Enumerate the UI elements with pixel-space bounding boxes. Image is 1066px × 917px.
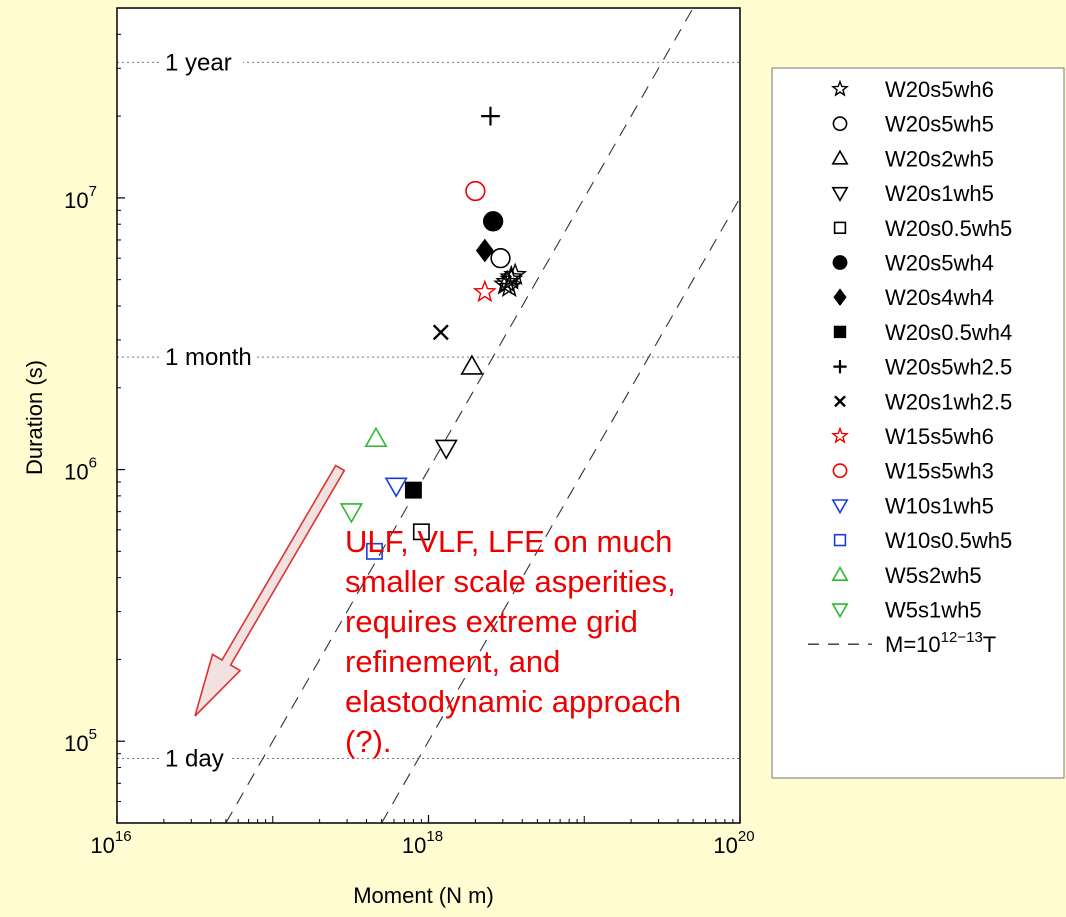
legend-label: W5s2wh5 [885, 563, 982, 588]
annotation-line: requires extreme grid [345, 604, 638, 639]
legend-label: W20s4wh4 [885, 285, 994, 310]
legend-marker [834, 395, 846, 408]
legend-marker [831, 426, 849, 444]
point-w15s5wh3 [465, 180, 486, 202]
legend-label: W15s5wh3 [885, 459, 994, 484]
legend-marker [831, 186, 849, 202]
legend-marker [831, 603, 849, 619]
reference-label-bg [162, 344, 256, 371]
legend-label: W20s5wh4 [885, 251, 994, 276]
legend-marker [833, 325, 847, 339]
legend-label: M=1012−13T [885, 629, 996, 657]
legend-marker [833, 221, 847, 234]
reference-label: 1 year [165, 49, 232, 76]
legend-marker [833, 533, 847, 547]
x-axis-label: Moment (N m) [353, 883, 494, 908]
y-tick-label: 107 [64, 183, 97, 213]
arrow-shape [194, 464, 346, 717]
legend-label: W20s5wh6 [885, 77, 994, 102]
point-w20s2wh5 [460, 354, 484, 375]
legend-label: W20s1wh2.5 [885, 389, 1012, 414]
annotation-line: refinement, and [345, 644, 561, 679]
point-w20s4wh4 [475, 238, 494, 263]
annotation-line: elastodynamic approach [345, 684, 682, 719]
y-tick-label: 105 [64, 726, 97, 756]
scaling-line [225, 8, 694, 823]
y-axis-label: Duration (s) [22, 360, 47, 475]
legend-marker [832, 463, 848, 479]
legend-label: W20s5wh2.5 [885, 355, 1012, 380]
legend-marker [833, 288, 847, 306]
legend-label: W20s5wh5 [885, 112, 994, 137]
legend-label: W20s2wh5 [885, 146, 994, 171]
legend-label: W5s1wh5 [885, 598, 982, 623]
point-w20s5wh2-5 [481, 106, 500, 126]
point-w10s1wh5 [384, 477, 408, 498]
legend-label: W10s0.5wh5 [885, 528, 1012, 553]
reference-label-bg [162, 745, 231, 772]
x-tick-label: 1020 [713, 828, 754, 858]
reference-label-bg [162, 49, 243, 76]
point-w20s5wh6 [495, 269, 520, 293]
legend-marker [832, 255, 848, 270]
legend-marker [831, 565, 849, 582]
reference-lines: 1 year 1 month 1 day [117, 49, 740, 772]
legend-marker [832, 116, 848, 132]
x-tick-label: 1016 [90, 828, 131, 858]
annotation-line: smaller scale asperities, [345, 564, 676, 599]
legend-label: W20s1wh5 [885, 181, 994, 206]
legend: W20s5wh6 W20s5wh5 W20s2wh5 W20s1wh5 W20s0.5w… [771, 67, 1065, 779]
point-w20s1wh2-5 [432, 324, 449, 341]
legend-marker [831, 499, 849, 515]
legend-box [771, 67, 1065, 779]
scaling-lines [225, 8, 740, 823]
legend-label: W15s5wh6 [885, 424, 994, 449]
legend-marker [831, 149, 849, 165]
annotation-line: ULF, VLF, LFE on much [345, 524, 673, 559]
reference-label: 1 month [165, 344, 252, 371]
point-w5s1wh5 [339, 503, 364, 524]
legend-label: W10s1wh5 [885, 493, 994, 518]
point-w10s0-5wh5 [366, 542, 383, 560]
data-points [339, 106, 528, 560]
y-tick-label: 106 [64, 455, 97, 485]
legend-marker [831, 79, 849, 97]
point-w20s0-5wh4 [404, 481, 422, 499]
point-w15s5wh6 [472, 279, 497, 303]
point-w20s5wh4 [482, 211, 504, 232]
point-w20s1wh5 [434, 439, 458, 460]
point-w20s5wh5 [490, 248, 511, 269]
reference-label: 1 day [165, 745, 224, 772]
point-w5s2wh5 [364, 426, 388, 448]
legend-label: W20s0.5wh5 [885, 216, 1012, 241]
annotation-arrow [194, 464, 346, 717]
scaling-line [381, 196, 740, 823]
point-w20s0-5wh5 [412, 523, 430, 541]
axis-ticks: 1016 1018 1020 105 106 107 [64, 33, 755, 858]
annotation-text: ULF, VLF, LFE on much smaller scale aspe… [345, 522, 815, 762]
x-tick-label: 1018 [402, 828, 443, 858]
annotation-line: (?). [345, 724, 392, 759]
legend-marker [833, 360, 847, 374]
legend-label: W20s0.5wh4 [885, 320, 1012, 345]
